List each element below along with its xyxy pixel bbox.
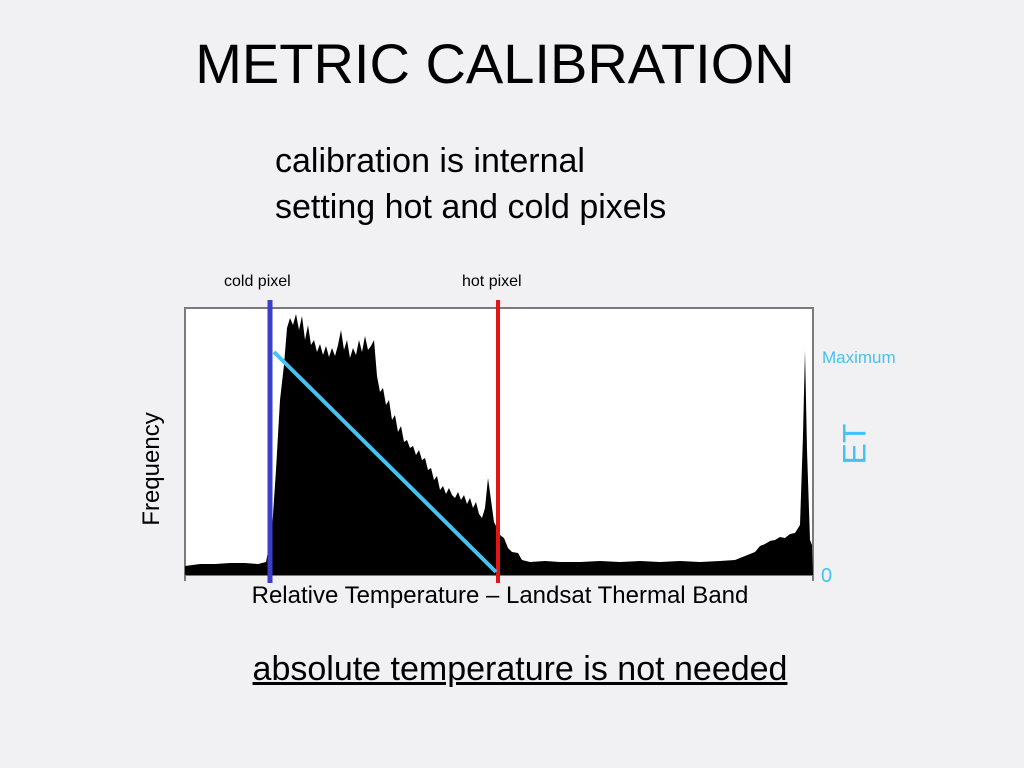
et-calibration-line	[272, 350, 498, 574]
et-zero-label: 0	[821, 565, 833, 587]
histogram-area	[185, 314, 813, 575]
subtitle-line-1: calibration is internal	[275, 142, 585, 180]
slide-title: METRIC CALIBRATION	[195, 32, 795, 95]
x-axis-label: Relative Temperature – Landsat Thermal B…	[251, 582, 749, 609]
y-axis-label: Frequency	[138, 412, 165, 526]
et-maximum-label: Maximum	[822, 348, 896, 367]
et-axis-label: ET	[836, 423, 873, 465]
subtitle: calibration is internal setting hot and …	[275, 138, 666, 230]
subtitle-line-2: setting hot and cold pixels	[275, 188, 667, 226]
cold-pixel-label: cold pixel	[224, 273, 291, 290]
footer-note: absolute temperature is not needed	[252, 650, 788, 688]
hot-pixel-label: hot pixel	[462, 273, 522, 290]
